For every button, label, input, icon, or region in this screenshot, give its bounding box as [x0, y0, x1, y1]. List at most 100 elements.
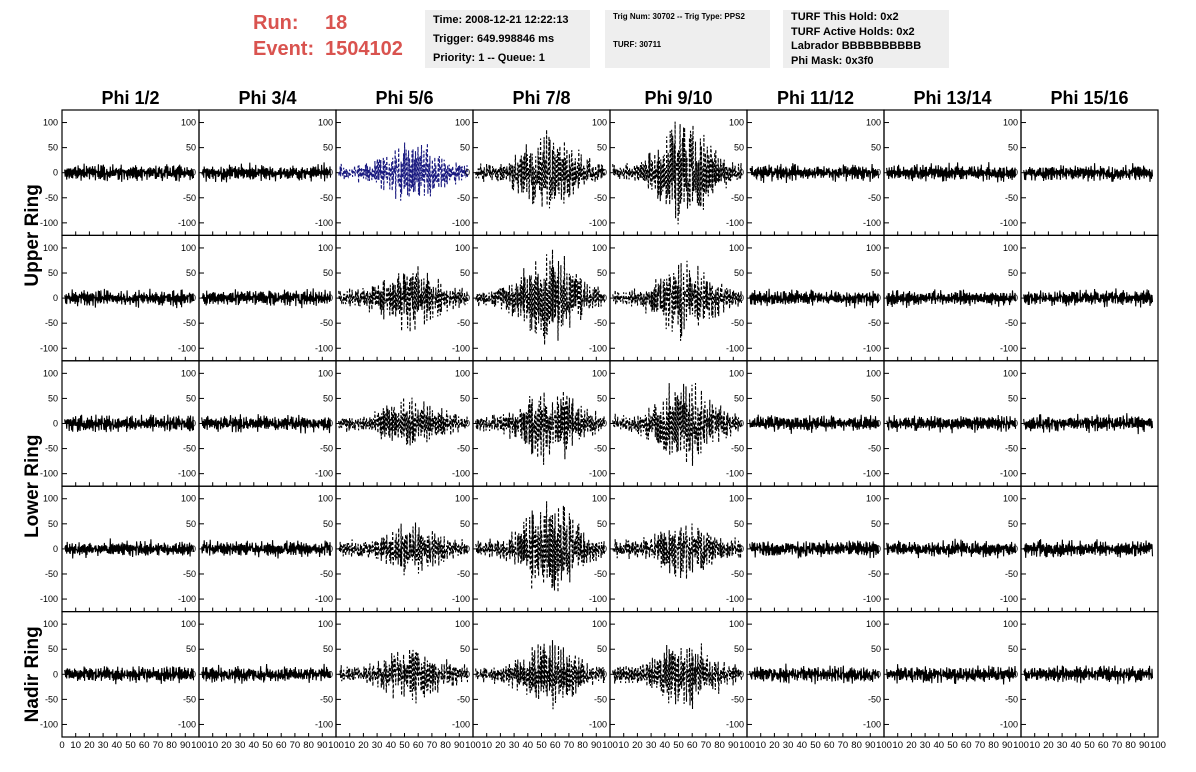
y-tick-label: -100 — [589, 719, 607, 729]
waveform-trace — [749, 540, 880, 559]
y-tick-label: -100 — [1000, 218, 1018, 228]
y-tick-label: 100 — [318, 494, 333, 504]
waveform-panel — [746, 360, 885, 487]
y-tick-label: -50 — [731, 193, 744, 203]
waveform-trace — [64, 414, 195, 433]
y-tick-label: -50 — [1005, 318, 1018, 328]
x-tick-label: 30 — [98, 740, 109, 751]
y-tick-label: 100 — [181, 619, 196, 629]
x-tick-label: 70 — [1112, 740, 1123, 751]
y-tick-label: 50 — [597, 644, 607, 654]
y-tick-label: 50 — [460, 268, 470, 278]
y-tick-label: -100 — [452, 594, 470, 604]
waveform-panel — [61, 610, 200, 738]
x-tick-label: 50 — [673, 740, 684, 751]
x-tick-label: 100 — [739, 740, 755, 751]
waveform-trace — [64, 538, 195, 559]
column-header: Phi 15/16 — [1050, 88, 1128, 108]
y-tick-label: 0 — [876, 293, 881, 303]
waveform-panel — [198, 360, 337, 487]
x-tick-label: 80 — [440, 740, 451, 751]
y-tick-label: 50 — [323, 143, 333, 153]
y-tick-label: 50 — [48, 519, 58, 529]
y-tick-label: 100 — [43, 243, 58, 253]
x-tick-label: 70 — [701, 740, 712, 751]
waveform-trace — [64, 163, 195, 182]
y-tick-label: 50 — [186, 393, 196, 403]
y-tick-label: 0 — [465, 544, 470, 554]
waveform-panel — [883, 610, 1022, 738]
y-tick-label: 0 — [1013, 669, 1018, 679]
waveform-panel — [335, 485, 474, 613]
x-tick-label: 100 — [191, 740, 207, 751]
x-tick-label: 80 — [166, 740, 177, 751]
waveform-trace — [475, 391, 606, 465]
y-tick-label: -100 — [1000, 469, 1018, 479]
x-tick-label: 30 — [235, 740, 246, 751]
y-tick-label: 50 — [597, 268, 607, 278]
x-tick-label: 30 — [920, 740, 931, 751]
y-tick-label: 100 — [181, 368, 196, 378]
y-tick-label: 100 — [866, 494, 881, 504]
y-tick-label: -100 — [1000, 343, 1018, 353]
x-tick-label: 30 — [1057, 740, 1068, 751]
waveform-panel — [61, 360, 200, 487]
y-tick-label: 50 — [186, 268, 196, 278]
column-header: Phi 5/6 — [375, 88, 433, 108]
y-tick-label: 50 — [323, 268, 333, 278]
y-tick-label: -100 — [452, 719, 470, 729]
y-tick-label: -100 — [40, 594, 58, 604]
y-tick-label: 50 — [460, 143, 470, 153]
waveform-panel — [746, 109, 885, 237]
y-tick-label: -100 — [178, 343, 196, 353]
waveform-panel — [746, 234, 885, 362]
waveform-trace — [886, 538, 1017, 559]
waveform-trace — [338, 649, 469, 704]
column-header: Phi 1/2 — [101, 88, 159, 108]
y-tick-label: 50 — [48, 644, 58, 654]
waveform-trace — [475, 640, 606, 710]
y-tick-label: 100 — [181, 118, 196, 128]
y-tick-label: 50 — [871, 644, 881, 654]
y-tick-label: -100 — [315, 469, 333, 479]
y-tick-label: 0 — [1013, 544, 1018, 554]
x-tick-label: 60 — [276, 740, 287, 751]
y-tick-label: 100 — [1003, 494, 1018, 504]
y-tick-label: 100 — [729, 368, 744, 378]
y-tick-label: 50 — [871, 393, 881, 403]
x-tick-label: 40 — [112, 740, 123, 751]
y-tick-label: -50 — [594, 444, 607, 454]
y-tick-label: -50 — [868, 193, 881, 203]
y-tick-label: 50 — [1008, 143, 1018, 153]
y-tick-label: -100 — [178, 469, 196, 479]
run-event-block: Run: 18 Event: 1504102 — [253, 10, 403, 62]
y-tick-label: -50 — [457, 193, 470, 203]
y-tick-label: -50 — [183, 444, 196, 454]
y-tick-label: -50 — [731, 318, 744, 328]
x-tick-label: 60 — [824, 740, 835, 751]
y-tick-label: -100 — [863, 218, 881, 228]
y-tick-label: -100 — [40, 469, 58, 479]
waveform-panel — [883, 109, 1022, 237]
x-tick-label: 10 — [344, 740, 355, 751]
waveform-panel — [1020, 485, 1159, 613]
y-tick-label: 100 — [1003, 118, 1018, 128]
y-tick-label: 50 — [323, 519, 333, 529]
waveform-trace — [749, 163, 880, 184]
waveform-panel — [609, 360, 748, 487]
y-tick-label: 50 — [1008, 519, 1018, 529]
y-tick-label: -100 — [863, 469, 881, 479]
row-label: Upper Ring — [22, 184, 43, 286]
y-tick-label: 0 — [191, 419, 196, 429]
waveform-panel — [335, 610, 474, 738]
waveform-trace — [201, 539, 332, 559]
y-tick-label: -100 — [589, 218, 607, 228]
y-tick-label: -100 — [726, 218, 744, 228]
waveform-trace — [338, 397, 469, 446]
y-tick-label: 100 — [455, 368, 470, 378]
y-tick-label: -100 — [863, 343, 881, 353]
waveform-trace — [749, 288, 880, 309]
x-tick-label: 100 — [1150, 740, 1166, 751]
y-tick-label: -50 — [1005, 694, 1018, 704]
phi-mask-text: Phi Mask: 0x3f0 — [791, 54, 874, 67]
